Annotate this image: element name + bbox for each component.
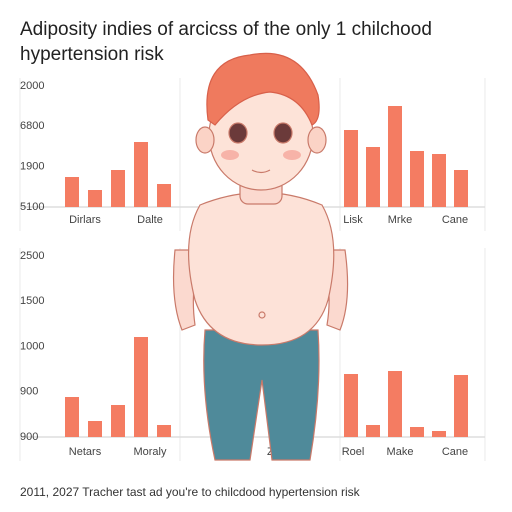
y-label: 6800 xyxy=(20,120,44,132)
y-label: 5100 xyxy=(20,201,44,213)
bar xyxy=(454,170,468,207)
bar xyxy=(344,130,358,207)
y-label: 900 xyxy=(20,386,38,398)
bar xyxy=(111,405,125,437)
x-label: Roel xyxy=(342,446,365,458)
x-label: Make xyxy=(387,446,414,458)
y-label: 2000 xyxy=(20,80,44,92)
title-line: hypertension risk xyxy=(20,44,164,65)
bar xyxy=(388,106,402,207)
y-label: 1500 xyxy=(20,295,44,307)
x-label: Cane xyxy=(442,446,468,458)
y-label: 1000 xyxy=(20,340,44,352)
child-illustration xyxy=(172,52,349,461)
bar xyxy=(410,151,424,207)
x-label: Dalte xyxy=(137,214,163,226)
bar xyxy=(157,425,171,437)
bar xyxy=(344,374,358,437)
y-label: 1900 xyxy=(20,161,44,173)
bar xyxy=(366,147,380,207)
bar xyxy=(388,371,402,437)
x-label: Lisk xyxy=(343,214,363,226)
x-label: Netars xyxy=(69,446,102,458)
bar xyxy=(65,397,79,437)
bar xyxy=(157,184,171,207)
bar xyxy=(454,375,468,437)
title-line: Adiposity indies of arcicss of the only … xyxy=(20,19,432,40)
bar xyxy=(134,142,148,207)
axes: 2000 6800 1900 5100 Dirlars Dalte Lisk Mrke Cane… xyxy=(19,78,486,461)
x-label: Moraly xyxy=(133,446,167,458)
bar xyxy=(134,337,148,437)
bar xyxy=(432,154,446,207)
bar xyxy=(88,421,102,437)
bar xyxy=(88,190,102,207)
x-label: Cane xyxy=(442,214,468,226)
bar xyxy=(410,427,424,437)
bars xyxy=(65,106,468,437)
y-label: 900 xyxy=(20,431,38,443)
bar xyxy=(366,425,380,437)
x-label: Dirlars xyxy=(69,214,101,226)
bar xyxy=(65,177,79,207)
bar xyxy=(111,170,125,207)
x-label: Mrke xyxy=(388,214,412,226)
y-label: 2500 xyxy=(20,250,44,262)
bar xyxy=(432,431,446,437)
caption: 2011, 2027 Tracher tast ad you're to chi… xyxy=(20,485,361,499)
